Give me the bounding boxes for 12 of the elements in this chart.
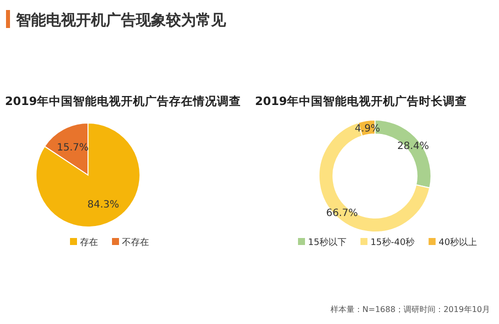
pie-slice	[36, 122, 140, 228]
legend-label: 15秒以下	[308, 237, 346, 248]
legend-label: 存在	[80, 237, 98, 248]
donut-slice	[318, 122, 430, 232]
legend-label: 40秒以上	[438, 237, 478, 248]
chart-title: 2019年中国智能电视开机广告时长调查	[255, 94, 468, 108]
legend-label: 不存在	[122, 237, 149, 248]
legend-label: 15秒-40秒	[370, 237, 415, 248]
chart-title: 2019年中国智能电视开机广告存在情况调查	[5, 94, 242, 108]
data-label: 84.3%	[87, 199, 120, 210]
text: 智能电视开机广告现象较为常见	[15, 11, 227, 29]
text: 样本量：N=1688；调研时间：2019年10月	[330, 305, 490, 314]
